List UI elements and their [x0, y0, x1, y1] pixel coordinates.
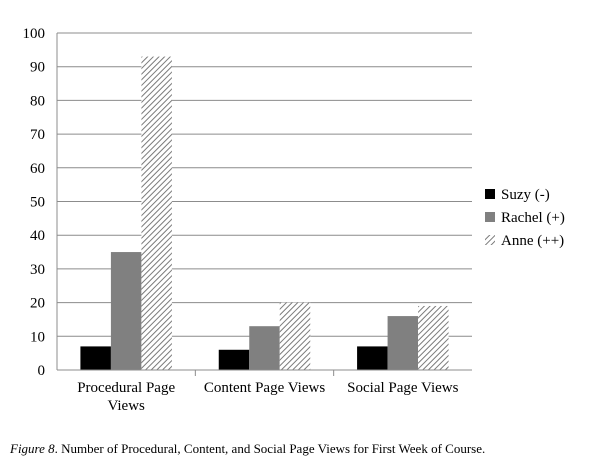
legend-swatch — [485, 212, 495, 222]
y-tick-label: 100 — [23, 26, 46, 42]
caption-text: . Number of Procedural, Content, and Soc… — [54, 441, 486, 456]
x-category-label: Views — [107, 398, 145, 414]
y-axis-ticks: 0 10 20 30 40 50 60 70 80 90 100 — [23, 26, 46, 379]
y-tick-label: 90 — [30, 60, 45, 76]
x-category-label: Content Page Views — [204, 380, 325, 396]
legend-swatch — [485, 189, 495, 199]
legend-label: Suzy (-) — [501, 187, 550, 203]
bar — [80, 346, 111, 370]
legend-swatch — [485, 235, 495, 245]
y-tick-label: 20 — [30, 296, 45, 312]
legend: Suzy (-) Rachel (+) Anne (++) — [485, 187, 565, 249]
bar — [218, 349, 250, 370]
bar — [357, 346, 388, 370]
bar-chart: 0 10 20 30 40 50 60 70 80 90 100 Procedural Page Vi… — [23, 26, 565, 414]
bar — [141, 56, 172, 371]
y-tick-label: 0 — [38, 363, 46, 379]
legend-label: Anne (++) — [501, 233, 564, 249]
y-tick-label: 50 — [30, 195, 45, 211]
x-category-label: Procedural Page — [77, 380, 175, 396]
y-tick-label: 30 — [30, 262, 45, 278]
bar — [279, 302, 311, 370]
y-tick-label: 70 — [30, 127, 45, 143]
bar — [387, 316, 419, 370]
y-tick-label: 60 — [30, 161, 45, 177]
figure-label: Figure 8 — [10, 441, 55, 456]
figure-caption: Figure 8. Number of Procedural, Content,… — [10, 441, 485, 457]
axes — [56, 33, 472, 376]
bars — [80, 56, 449, 371]
x-axis-categories: Procedural Page Views Content Page Views So… — [77, 380, 458, 414]
y-tick-label: 10 — [30, 329, 45, 345]
y-tick-label: 80 — [30, 93, 45, 109]
legend-label: Rachel (+) — [501, 210, 565, 226]
bar — [110, 252, 142, 370]
x-category-label: Social Page Views — [347, 380, 458, 396]
bar — [418, 305, 449, 370]
y-tick-label: 40 — [30, 228, 45, 244]
bar — [249, 326, 280, 370]
